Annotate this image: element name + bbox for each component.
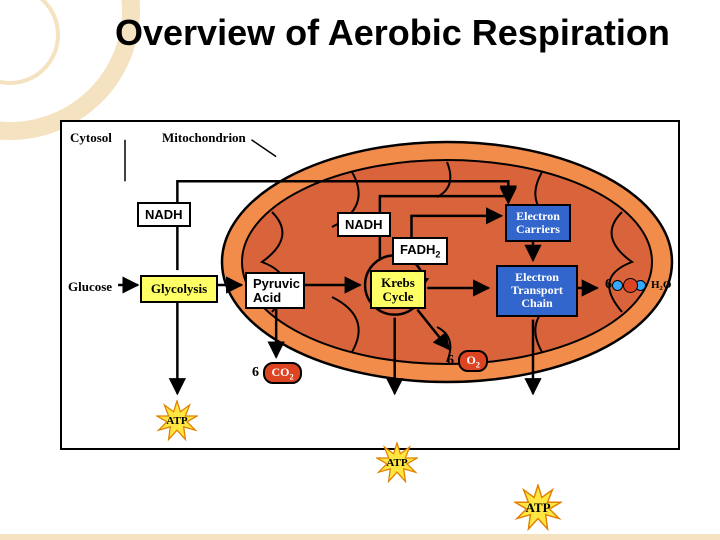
- o-atom-icon: [623, 278, 638, 293]
- fadh2-label: FADH2: [392, 237, 448, 265]
- diagram: Cytosol Mitochondrion: [62, 122, 678, 448]
- atp-star-glycolysis: ATP: [156, 400, 198, 442]
- h2o-text: H₂O: [651, 279, 671, 291]
- co2-molecule: CO2: [263, 362, 301, 384]
- glucose-label: Glucose: [68, 279, 112, 295]
- glycolysis-text: Glycolysis: [151, 281, 207, 296]
- diagram-frame: Cytosol Mitochondrion: [60, 120, 680, 450]
- atp-star-etc: ATP: [514, 484, 562, 532]
- decoration-bar: [0, 534, 720, 540]
- pyruvic-acid-box: Pyruvic Acid: [245, 272, 305, 309]
- atp-star-krebs: ATP: [376, 442, 418, 484]
- o2-input: 6 O2: [447, 350, 488, 372]
- slide-title: Overview of Aerobic Respiration: [115, 12, 670, 53]
- etc-box: Electron Transport Chain: [496, 265, 578, 317]
- glycolysis-box: Glycolysis: [140, 275, 218, 303]
- nadh-mid-label: NADH: [337, 212, 391, 237]
- o2-molecule: O2: [458, 350, 488, 372]
- co2-output: 6 CO2: [252, 362, 302, 384]
- krebs-box: Krebs Cycle: [370, 270, 426, 309]
- electron-carriers-box: Electron Carriers: [505, 204, 571, 242]
- h2o-output: 6 H₂O: [605, 277, 671, 293]
- h-atom-icon: [612, 280, 623, 291]
- nadh-left-label: NADH: [137, 202, 191, 227]
- h2o-molecule: [615, 278, 646, 293]
